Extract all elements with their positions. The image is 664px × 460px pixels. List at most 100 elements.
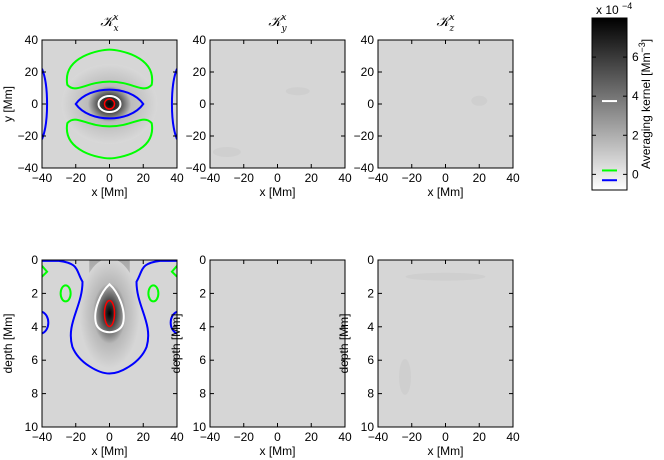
y-tick-label: 0 bbox=[31, 97, 38, 111]
x-tick-label: 40 bbox=[338, 171, 352, 185]
y-axis-label: depth [Mm] bbox=[1, 313, 15, 373]
contour-blue-right-edge bbox=[169, 310, 177, 335]
y-tick-label: 0 bbox=[367, 97, 374, 111]
panel-title: 𝒦x z bbox=[436, 13, 454, 34]
y-tick-label: 6 bbox=[31, 353, 38, 367]
x-axis: −40 −20 0 20 40 x [Mm] bbox=[200, 40, 352, 199]
panel-top-middle: −40 −20 0 20 40 x [Mm] 40 20 0 −20 −40 𝒦x y bbox=[186, 13, 352, 199]
y-tick-label: −20 bbox=[186, 129, 207, 143]
panel-top-left: −40 −20 0 20 40 x [Mm] 40 20 0 −20 −40 y [Mm] 𝒦x x bbox=[1, 13, 184, 199]
colorbar-tick-label: 6 bbox=[632, 50, 639, 64]
x-tick-label: 20 bbox=[305, 430, 319, 444]
y-tick-label: 2 bbox=[199, 286, 206, 300]
contour-red bbox=[103, 98, 116, 110]
y-tick-label: 2 bbox=[31, 286, 38, 300]
heatmap-blob bbox=[399, 358, 411, 395]
contour-blue-left-edge bbox=[42, 68, 48, 140]
x-tick-label: −40 bbox=[32, 430, 53, 444]
y-tick-label: 40 bbox=[361, 33, 375, 47]
y-axis: 0 2 4 6 8 10 depth [Mm] bbox=[337, 253, 513, 434]
heatmap-field bbox=[42, 48, 177, 160]
heatmap-background bbox=[378, 40, 513, 168]
y-tick-label: 40 bbox=[25, 33, 39, 47]
colorbar-tick-label: 2 bbox=[632, 128, 639, 142]
panel-top-right: −40 −20 0 20 40 x [Mm] 40 20 0 −20 −40 𝒦x z bbox=[354, 13, 520, 199]
x-axis: −40 −20 0 20 40 x [Mm] bbox=[200, 260, 352, 458]
y-axis: 0 2 4 6 8 10 depth [Mm] bbox=[169, 253, 345, 434]
colorbar-frame bbox=[591, 17, 628, 191]
colorbar-label: Averaging kernel [Mm−3] bbox=[637, 39, 653, 169]
contour-green-left bbox=[59, 284, 72, 303]
x-tick-label: −40 bbox=[368, 171, 389, 185]
y-axis: 0 2 4 6 8 10 depth [Mm] bbox=[1, 253, 177, 434]
x-tick-label: 0 bbox=[274, 171, 281, 185]
y-tick-label: 8 bbox=[31, 387, 38, 401]
kernel-peak bbox=[61, 64, 158, 144]
contour-blue-right-edge bbox=[171, 68, 177, 140]
heatmap-background bbox=[210, 40, 345, 168]
x-axis-label: x [Mm] bbox=[260, 444, 296, 458]
colorbar-gradient bbox=[592, 18, 627, 190]
y-tick-label: 0 bbox=[199, 253, 206, 267]
x-tick-label: 20 bbox=[137, 430, 151, 444]
x-tick-label: 40 bbox=[170, 171, 184, 185]
x-tick-label: −20 bbox=[234, 430, 255, 444]
x-tick-label: −40 bbox=[368, 430, 389, 444]
x-tick-label: 0 bbox=[274, 430, 281, 444]
y-tick-label: 2 bbox=[367, 286, 374, 300]
x-axis-label: x [Mm] bbox=[260, 185, 296, 199]
heatmap-field bbox=[42, 260, 177, 375]
x-tick-label: 0 bbox=[106, 430, 113, 444]
y-tick-label: 8 bbox=[199, 387, 206, 401]
y-axis: 40 20 0 −20 −40 bbox=[186, 33, 345, 175]
contour-red bbox=[103, 299, 116, 328]
heatmap-background bbox=[378, 260, 513, 427]
y-tick-label: 10 bbox=[193, 420, 207, 434]
contour-green-right bbox=[147, 284, 160, 303]
y-tick-label: −40 bbox=[186, 161, 207, 175]
heatmap-blob bbox=[405, 272, 486, 281]
contour-green-corner-right bbox=[170, 265, 177, 278]
y-tick-label: 6 bbox=[199, 353, 206, 367]
contour-blue bbox=[74, 88, 145, 120]
x-tick-label: −20 bbox=[66, 430, 87, 444]
x-tick-label: 20 bbox=[473, 171, 487, 185]
y-axis-label: y [Mm] bbox=[1, 86, 15, 122]
colorbar-scale: x 10 −4 bbox=[596, 1, 632, 17]
colorbar-tick-label: 0 bbox=[632, 167, 639, 181]
y-tick-label: −20 bbox=[354, 129, 375, 143]
heatmap-field bbox=[399, 272, 486, 395]
y-tick-label: 8 bbox=[367, 387, 374, 401]
heatmap-blob bbox=[471, 95, 488, 106]
y-axis: 40 20 0 −20 −40 y [Mm] bbox=[1, 33, 177, 175]
x-axis: −40 −20 0 20 40 x [Mm] bbox=[368, 260, 520, 458]
x-tick-label: 20 bbox=[473, 430, 487, 444]
y-tick-label: 20 bbox=[193, 65, 207, 79]
y-tick-label: 10 bbox=[25, 420, 39, 434]
x-tick-label: −40 bbox=[200, 171, 221, 185]
x-tick-label: −20 bbox=[402, 171, 423, 185]
y-tick-label: −40 bbox=[18, 161, 39, 175]
heatmap-field bbox=[471, 95, 488, 106]
heatmap-background bbox=[210, 260, 345, 427]
y-tick-label: 6 bbox=[367, 353, 374, 367]
x-tick-label: −20 bbox=[402, 430, 423, 444]
y-axis-label: depth [Mm] bbox=[169, 313, 183, 373]
x-axis-label: x [Mm] bbox=[92, 185, 128, 199]
x-tick-label: −20 bbox=[234, 171, 255, 185]
x-tick-label: −40 bbox=[200, 430, 221, 444]
y-tick-label: 4 bbox=[31, 320, 38, 334]
y-axis: 40 20 0 −20 −40 bbox=[354, 33, 513, 175]
x-tick-label: −20 bbox=[66, 171, 87, 185]
y-tick-label: 40 bbox=[193, 33, 207, 47]
colorbar: 0 2 4 6 x 10 −4 Averaging kernel [Mm−3] bbox=[591, 1, 653, 191]
x-axis: −40 −20 0 20 40 x [Mm] bbox=[32, 40, 184, 199]
x-axis: −40 −20 0 20 40 x [Mm] bbox=[32, 260, 184, 458]
y-tick-label: 20 bbox=[361, 65, 375, 79]
y-tick-label: −40 bbox=[354, 161, 375, 175]
x-tick-label: −40 bbox=[32, 171, 53, 185]
